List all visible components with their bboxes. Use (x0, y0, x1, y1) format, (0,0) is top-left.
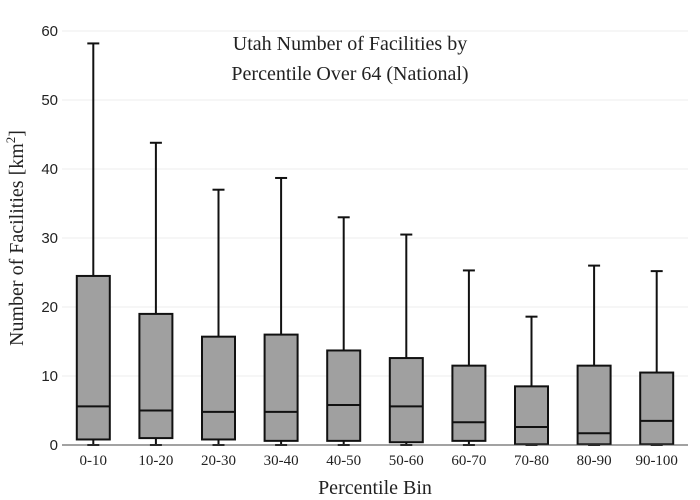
x-tick-label: 90-100 (635, 453, 678, 469)
y-tick-label: 20 (41, 299, 58, 316)
y-tick-label: 50 (41, 92, 58, 109)
y-tick-labels: 0 10 20 30 40 50 60 (41, 23, 58, 454)
box-10-20 (138, 141, 174, 446)
y-axis-label-superscript: 2 (3, 137, 18, 144)
y-tick-label: 30 (41, 230, 58, 247)
box-50-60 (388, 233, 424, 446)
y-axis-label-close: ] (6, 130, 28, 137)
x-tick-labels: 0-10 10-20 20-30 30-40 40-50 50-60 60-70 70-80 8… (80, 453, 678, 469)
x-tick-label: 50-60 (389, 453, 424, 469)
box-70-80 (514, 315, 549, 446)
box-40-50 (326, 216, 362, 446)
y-axis-label-main: Number of Facilities [km (6, 143, 28, 346)
y-tick-label: 10 (41, 368, 58, 385)
x-axis-label: Percentile Bin (318, 477, 432, 499)
y-tick-label: 60 (41, 23, 58, 40)
iqr-box (201, 335, 236, 441)
y-tick-label: 0 (50, 437, 58, 454)
iqr-box (75, 274, 111, 441)
x-tick-label: 60-70 (451, 453, 486, 469)
x-tick-label: 30-40 (264, 453, 299, 469)
chart-title-line1: Utah Number of Facilities by (233, 33, 467, 55)
iqr-box (263, 333, 299, 442)
iqr-box (326, 349, 362, 442)
box-60-70 (451, 269, 487, 446)
iqr-box (138, 312, 174, 440)
box-80-90 (576, 264, 612, 446)
box-30-40 (263, 176, 299, 446)
x-tick-label: 80-90 (577, 453, 612, 469)
iqr-box (514, 385, 549, 446)
x-tick-label: 0-10 (80, 453, 108, 469)
chart-title-line2: Percentile Over 64 (National) (231, 63, 468, 85)
x-tick-label: 10-20 (138, 453, 173, 469)
y-axis-label: Number of Facilities [km2] (3, 130, 28, 346)
iqr-box (576, 364, 612, 446)
box-20-30 (201, 188, 236, 446)
y-tick-label: 40 (41, 161, 58, 178)
box-90-100 (639, 270, 675, 446)
iqr-box (639, 371, 675, 446)
iqr-box (388, 357, 424, 444)
box-0-10 (75, 42, 111, 446)
x-tick-label: 20-30 (201, 453, 236, 469)
boxes (75, 42, 675, 446)
iqr-box (451, 364, 487, 442)
x-tick-label: 70-80 (514, 453, 549, 469)
x-tick-label: 40-50 (326, 453, 361, 469)
